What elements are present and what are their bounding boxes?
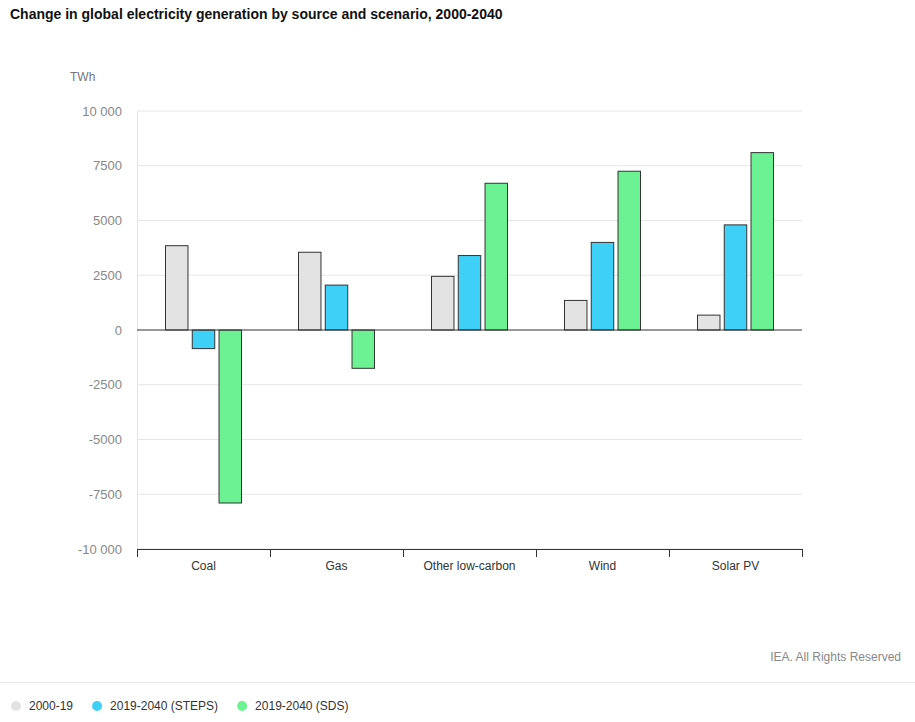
y-tick-label: 0 (115, 323, 122, 338)
y-tick: 2500 (93, 268, 137, 283)
y-axis: -10 000 -7500 -5000 -2500 0 2500 5000 7500 10 00… (78, 104, 138, 557)
grid-line (137, 165, 802, 166)
y-tick-label: -7500 (89, 487, 122, 502)
legend-swatch (237, 701, 247, 711)
x-tick: Wind (589, 549, 616, 573)
category-separator (137, 549, 138, 557)
bar (618, 171, 640, 330)
y-tick-label: -5000 (89, 432, 122, 447)
bar (591, 242, 613, 330)
y-tick-label: -10 000 (78, 542, 122, 557)
x-tick: Coal (191, 549, 216, 573)
legend-swatch (11, 701, 21, 711)
y-tick-label: 2500 (93, 268, 122, 283)
legend-item: 2019-2040 (SDS) (237, 699, 348, 713)
y-tick-label: 7500 (93, 158, 122, 173)
bar (458, 256, 480, 330)
zero-line (137, 330, 802, 331)
y-tick: 10 000 (82, 104, 137, 119)
grid-line (137, 549, 802, 550)
grid (137, 111, 802, 549)
y-tick-label: -2500 (89, 377, 122, 392)
x-tick-label: Gas (325, 559, 347, 573)
x-tick-label: Coal (191, 559, 216, 573)
x-tick: Other low-carbon (423, 549, 515, 573)
bar (192, 330, 214, 349)
y-tick: 0 (115, 323, 137, 338)
y-tick: -7500 (89, 487, 137, 502)
y-tick: -10 000 (78, 542, 137, 557)
x-tick: Solar PV (712, 549, 759, 573)
category-separator (403, 549, 404, 557)
legend-item: 2000-19 (11, 699, 73, 713)
bar (299, 252, 321, 330)
legend-label: 2000-19 (29, 699, 73, 713)
category-separators (138, 549, 803, 557)
chart-title: Change in global electricity generation … (10, 6, 503, 22)
y-tick: 5000 (93, 213, 137, 228)
x-tick: Gas (325, 549, 347, 573)
bar-series (219, 153, 773, 503)
chart-svg: Change in global electricity generation … (0, 0, 915, 722)
legend-item: 2019-2040 (STEPS) (92, 699, 218, 713)
category-separator (669, 549, 670, 557)
y-tick-label: 5000 (93, 213, 122, 228)
y-tick: 7500 (93, 158, 137, 173)
bar (485, 183, 507, 330)
x-axis-line (138, 549, 803, 550)
y-tick-label: 10 000 (82, 104, 122, 119)
x-tick-label: Wind (589, 559, 616, 573)
bar (432, 276, 454, 330)
category-separator (802, 549, 803, 557)
x-tick-label: Other low-carbon (423, 559, 515, 573)
legend-label: 2019-2040 (STEPS) (110, 699, 218, 713)
y-tick: -5000 (89, 432, 137, 447)
bar (751, 153, 773, 330)
bar (325, 285, 347, 330)
x-tick-label: Solar PV (712, 559, 759, 573)
bar (352, 330, 374, 368)
category-separator (536, 549, 537, 557)
bar (698, 315, 720, 330)
bar (565, 300, 587, 330)
legend-swatch (92, 701, 102, 711)
bar (166, 246, 188, 330)
legend-separator (0, 682, 915, 683)
bars (166, 153, 774, 503)
bar (724, 225, 746, 330)
y-axis-label: TWh (70, 70, 95, 84)
bar (219, 330, 241, 503)
grid-line (137, 220, 802, 221)
source: IEA. All Rights Reserved (770, 650, 901, 664)
legend-label: 2019-2040 (SDS) (255, 699, 348, 713)
y-tick: -2500 (89, 377, 137, 392)
grid-line (137, 111, 802, 112)
category-separator (270, 549, 271, 557)
x-axis: Coal Gas Other low-carbon Wind Solar PV (138, 549, 803, 573)
legend: 2000-19 2019-2040 (STEPS) 2019-2040 (SDS) (11, 699, 349, 713)
